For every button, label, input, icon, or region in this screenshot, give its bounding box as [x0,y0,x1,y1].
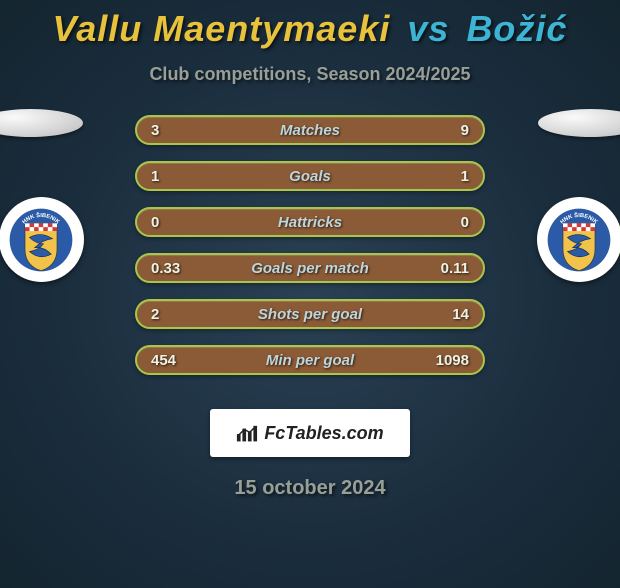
comparison-title: Vallu Maentymaeki vs Božić [0,8,620,50]
player1-side: HNK ŠIBENIK [0,115,120,375]
season-subtitle: Club competitions, Season 2024/2025 [0,64,620,85]
stat-value-left: 1 [151,168,191,185]
player2-side: HNK ŠIBENIK [500,115,620,375]
stat-label: Hattricks [191,214,429,231]
player2-club-crest: HNK ŠIBENIK [537,197,620,282]
source-badge: FcTables.com [210,409,410,457]
player1-name: Vallu Maentymaeki [53,8,391,49]
stat-label: Min per goal [191,352,429,369]
bars-icon [236,424,258,442]
snapshot-date: 15 october 2024 [0,477,620,500]
stat-value-right: 0.11 [429,260,469,277]
player1-avatar-placeholder [0,109,83,137]
stat-row: 0Hattricks0 [135,207,485,237]
stat-label: Shots per goal [191,306,429,323]
stat-value-left: 0 [151,214,191,231]
stat-value-right: 9 [429,122,469,139]
stat-value-left: 2 [151,306,191,323]
player2-name: Božić [466,8,567,49]
stat-label: Goals per match [191,260,429,277]
stat-value-right: 1098 [429,352,469,369]
vs-separator: vs [407,8,449,49]
stat-value-right: 0 [429,214,469,231]
stats-section: HNK ŠIBENIK 3Matches91Goals10Hattricks00… [0,115,620,395]
stat-value-right: 14 [429,306,469,323]
shield-icon: HNK ŠIBENIK [547,204,611,276]
stat-label: Goals [191,168,429,185]
source-label: FcTables.com [264,423,383,444]
stat-value-left: 3 [151,122,191,139]
stat-value-left: 0.33 [151,260,191,277]
stat-row: 3Matches9 [135,115,485,145]
player1-club-crest: HNK ŠIBENIK [0,197,84,282]
stat-value-right: 1 [429,168,469,185]
stat-value-left: 454 [151,352,191,369]
stat-row: 0.33Goals per match0.11 [135,253,485,283]
stats-table: 3Matches9 1Goals1 0Hattricks0 0.33Goals per… [135,115,485,391]
stat-row: 2Shots per goal14 [135,299,485,329]
stat-row: 454Min per goal1098 [135,345,485,375]
stat-row: 1Goals1 [135,161,485,191]
stat-label: Matches [191,122,429,139]
shield-icon: HNK ŠIBENIK [9,204,73,276]
player2-avatar-placeholder [538,109,620,137]
